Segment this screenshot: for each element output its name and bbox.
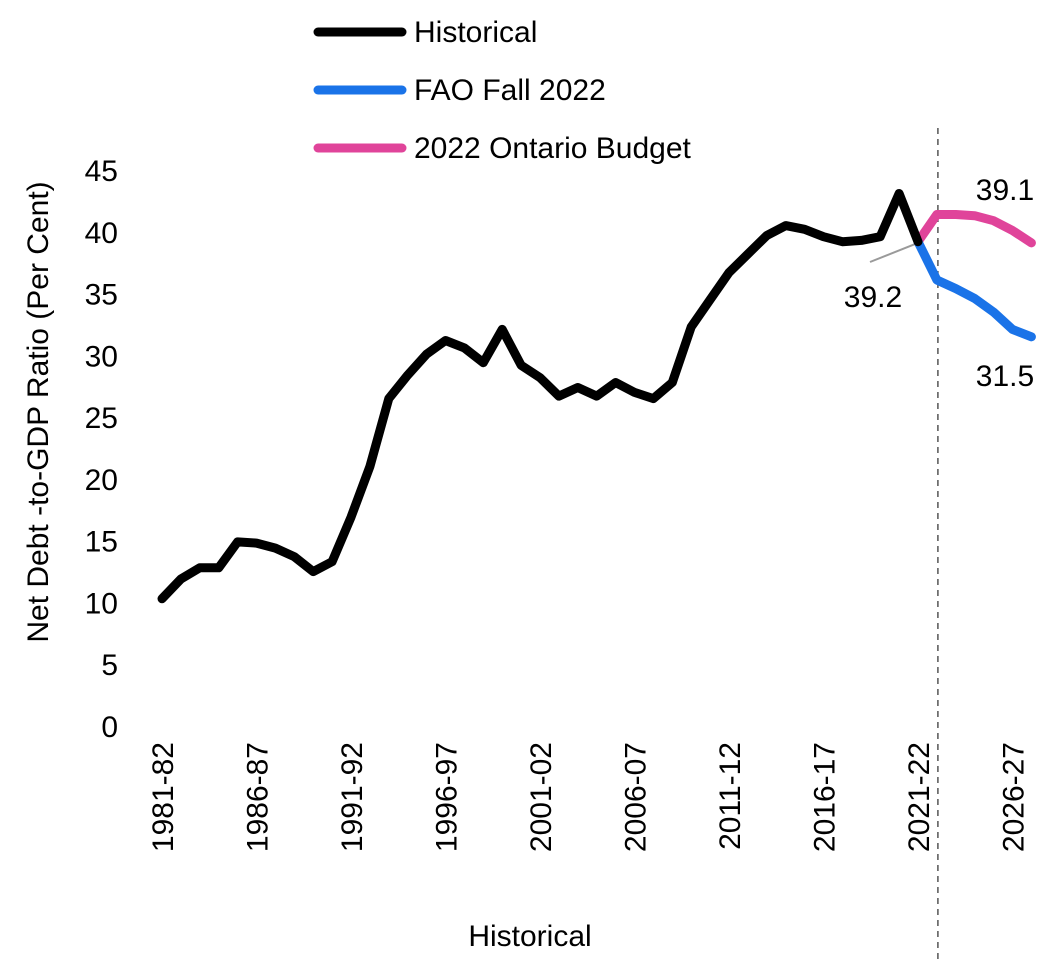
x-tick-label: 2021-22 [903,742,936,852]
y-tick-label: 20 [85,464,118,497]
y-tick-label: 15 [85,526,118,559]
chart-annotations: 39.2 39.1 31.5 [844,174,1034,393]
series-line-2022-ontario-budget [913,210,1036,248]
x-tick-label: 1981-82 [147,742,180,852]
x-tick-label: 2011-12 [714,742,747,850]
legend-label: 2022 Ontario Budget [414,132,692,165]
data-label: 31.5 [976,360,1034,393]
y-tick-label: 30 [85,340,118,373]
x-tick-label: 1996-97 [431,742,464,852]
data-label: 39.1 [976,174,1034,207]
series-line-historical [157,189,923,604]
chart-legend: Historical FAO Fall 2022 2022 Ontario Budg… [313,16,692,165]
y-tick-label: 10 [85,587,118,620]
x-axis-label: Historical [468,920,591,953]
data-label: 39.2 [844,281,902,314]
x-tick-label: 2006-07 [620,742,653,852]
x-tick-label: 1986-87 [242,742,275,852]
y-tick-label: 40 [85,217,118,250]
series-line-fao-fall-2022 [913,237,1036,342]
y-tick-label: 5 [101,649,118,682]
x-tick-label: 1991-92 [336,742,369,852]
legend-label: Historical [414,16,537,49]
annotation-leader-line [869,242,917,263]
y-axis-ticks: 0 5 10 15 20 25 30 35 40 45 [85,155,118,744]
y-tick-label: 45 [85,155,118,188]
x-tick-label: 2016-17 [809,742,842,852]
x-tick-label: 2001-02 [525,742,558,852]
y-axis-label: Net Debt -to-GDP Ratio (Per Cent) [22,181,55,642]
x-tick-label: 2026-27 [998,742,1031,852]
chart-series [157,189,1036,604]
y-tick-label: 25 [85,402,118,435]
x-axis-ticks: 1981-82 1986-87 1991-92 1996-97 2001-02 2006-… [147,742,1031,852]
legend-label: FAO Fall 2022 [414,74,606,107]
y-tick-label: 35 [85,279,118,312]
y-tick-label: 0 [101,711,118,744]
